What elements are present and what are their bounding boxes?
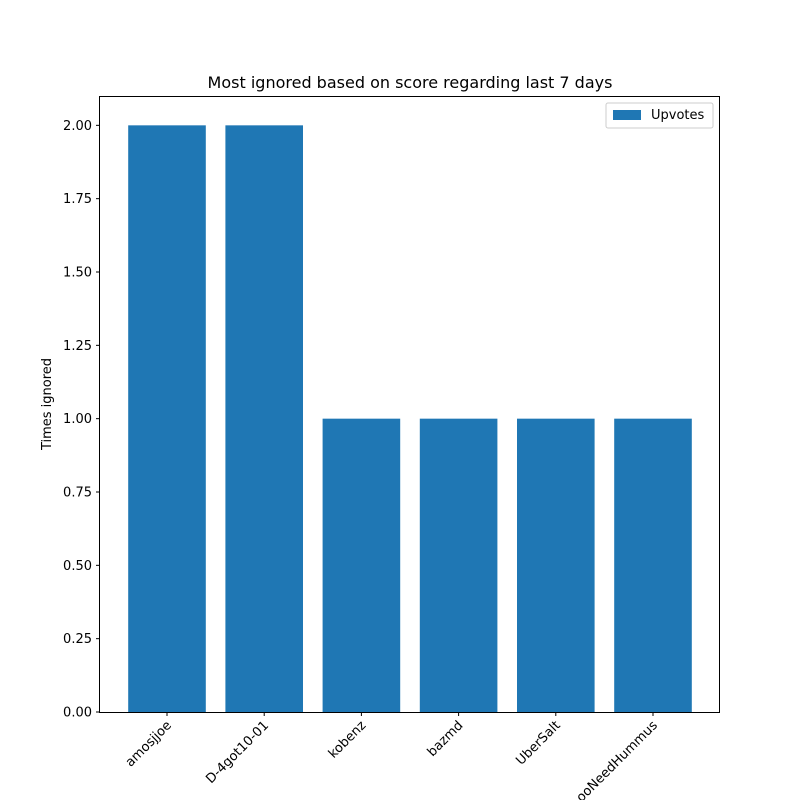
- x-tick-label: ooNeedHummus: [574, 718, 661, 800]
- plot-frame: [99, 96, 720, 713]
- y-tick-label: 0.50: [63, 559, 92, 574]
- y-tick-label: 1.00: [63, 412, 92, 427]
- y-tick-label: 1.25: [63, 339, 92, 354]
- y-axis: 0.00 0.25 0.50 0.75 1.00 1.25 1.50 1.75 2.00: [63, 119, 100, 721]
- legend: Upvotes: [605, 102, 714, 129]
- bar-amosjjoe: [128, 125, 206, 713]
- bar-bazmd: [419, 418, 498, 712]
- y-tick-label: 0.00: [63, 706, 92, 721]
- y-tick-label: 2.00: [63, 119, 92, 134]
- legend-box: [605, 102, 714, 129]
- x-tick-label: kobenz: [326, 718, 369, 761]
- chart-title: Most ignored based on score regarding la…: [208, 73, 613, 92]
- x-tick-label: UberSalt: [513, 718, 563, 768]
- legend-swatch: [613, 110, 641, 120]
- bar-ooNeedHummus: [614, 418, 692, 712]
- bar-D-4got10-01: [225, 125, 303, 713]
- x-tick-label: amosjjoe: [123, 718, 175, 770]
- bar-UberSalt: [517, 418, 595, 712]
- bar-kobenz: [322, 418, 401, 712]
- y-tick-label: 1.50: [63, 266, 92, 281]
- y-tick-label: 1.75: [63, 192, 92, 207]
- x-tick-label: D-4got10-01: [203, 718, 272, 787]
- x-tick-label: bazmd: [425, 718, 467, 760]
- bars-group: [128, 125, 692, 713]
- y-tick-label: 0.75: [63, 486, 92, 501]
- legend-label: Upvotes: [651, 108, 705, 123]
- y-axis-label: Times ignored: [40, 358, 55, 451]
- x-axis: amosjjoe D-4got10-01 kobenz bazmd UberSalt oo…: [123, 712, 661, 800]
- y-tick-label: 0.25: [63, 632, 92, 647]
